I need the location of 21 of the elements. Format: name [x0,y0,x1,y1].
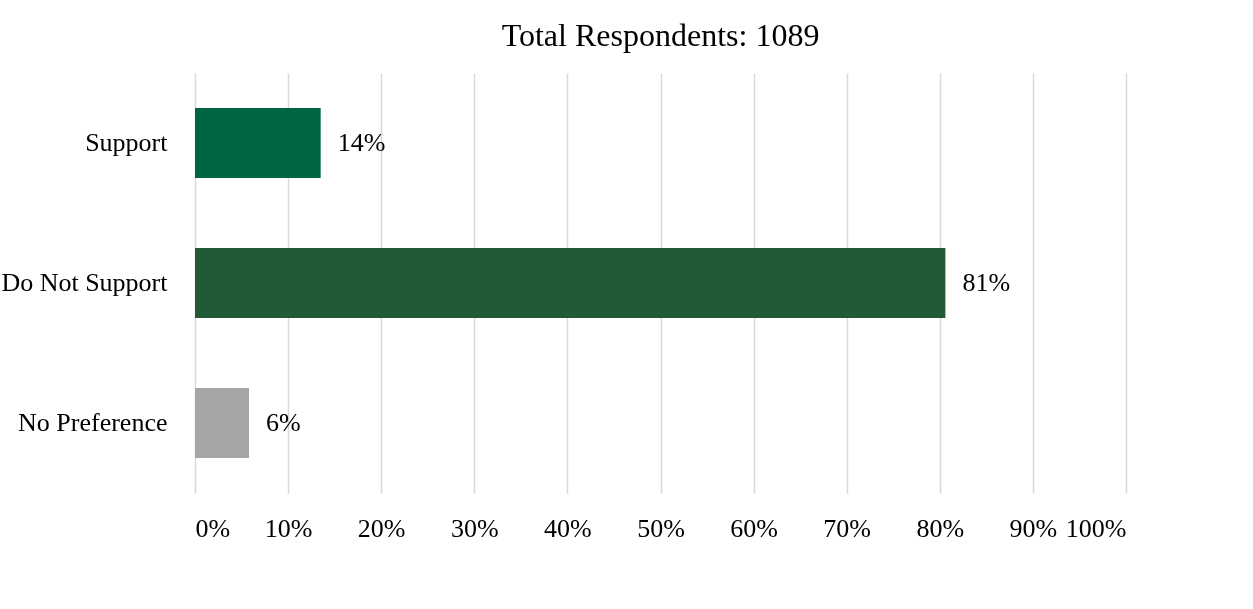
x-tick-label: 70% [823,513,872,543]
x-tick-label: 100% [1065,513,1127,543]
y-tick-label: No Preference [18,408,168,437]
x-tick-label: 90% [1009,513,1058,543]
data-label: 81% [962,268,1011,297]
x-tick-label: 0% [195,513,231,543]
y-tick-label: Support [85,128,169,157]
x-tick-label: 50% [637,513,685,543]
x-tick-label: 80% [916,513,965,543]
chart-title: Total Respondents: 1089 [501,17,820,53]
x-tick-label: 60% [730,513,778,543]
bar [195,248,946,318]
x-tick-label: 10% [264,513,313,543]
x-tick-label: 20% [357,513,406,543]
bar [195,388,249,458]
x-tick-label: 40% [544,513,592,543]
y-tick-label: Do Not Support [1,268,169,297]
x-tick-label: 30% [450,513,499,543]
data-label: 6% [266,408,301,437]
bar [195,108,321,178]
data-label: 14% [337,128,386,157]
